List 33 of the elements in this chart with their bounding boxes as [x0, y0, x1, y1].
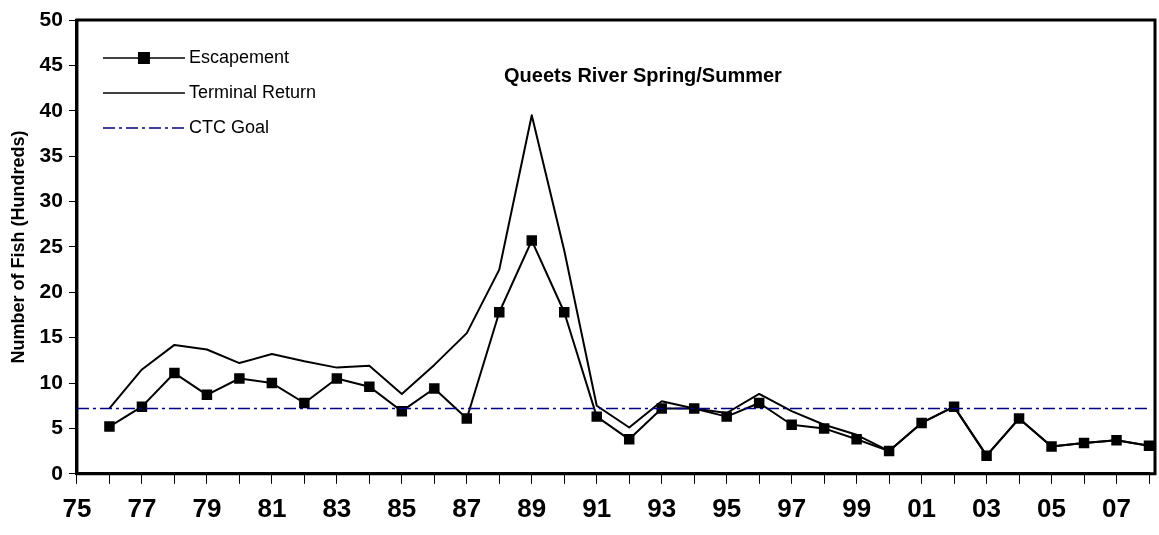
x-tick-label: 81	[257, 492, 287, 523]
x-tick-label: 79	[192, 492, 222, 523]
x-tick-label: 99	[842, 492, 872, 523]
y-tick-label: 35	[39, 142, 64, 166]
y-tick-label: 0	[51, 460, 63, 484]
y-axis-title: Number of Fish (Hundreds)	[7, 130, 28, 364]
x-tick-label: 85	[387, 492, 417, 523]
x-tick-label: 03	[972, 492, 1002, 523]
legend-label: CTC Goal	[188, 116, 269, 137]
x-tick-label: 83	[322, 492, 352, 523]
x-tick-label: 87	[452, 492, 482, 523]
y-tick-label: 25	[39, 233, 64, 257]
y-tick-label: 10	[39, 369, 63, 393]
x-tick-label: 05	[1037, 492, 1066, 523]
legend-label: Escapement	[188, 46, 290, 67]
y-tick-label: 20	[39, 279, 63, 303]
x-tick-label: 07	[1102, 492, 1131, 523]
x-tick-label: 75	[62, 492, 92, 523]
y-tick-label: 30	[39, 188, 63, 212]
x-tick-label: 77	[127, 492, 157, 523]
x-tick-label: 91	[582, 492, 612, 523]
y-tick-label: 40	[39, 97, 63, 121]
y-tick-label: 50	[39, 6, 63, 30]
x-tick-label: 89	[517, 492, 547, 523]
x-tick-label: 95	[712, 492, 742, 523]
x-tick-label: 97	[777, 492, 807, 523]
x-tick-label: 93	[647, 492, 677, 523]
legend-label: Terminal Return	[188, 81, 317, 102]
x-tick-label: 01	[907, 492, 937, 523]
text: Queets River Spring/Summer	[504, 63, 783, 86]
y-tick-label: 15	[39, 324, 64, 348]
y-tick-label: 5	[51, 415, 64, 439]
y-tick-label: 45	[39, 52, 64, 76]
